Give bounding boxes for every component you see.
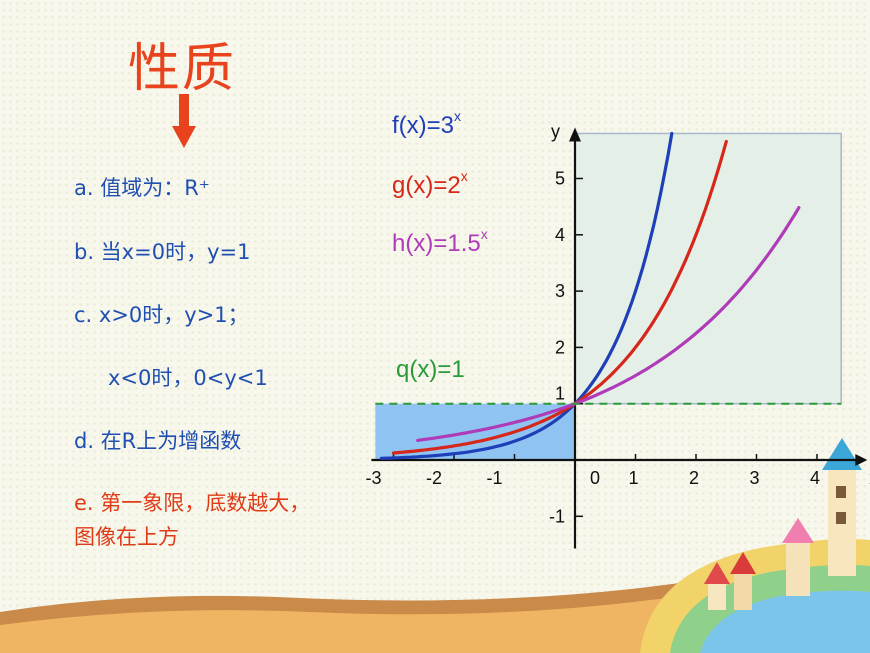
house-mid <box>730 552 756 610</box>
y-axis-label: y <box>551 121 560 141</box>
series-line-2 <box>416 206 801 442</box>
series-line-1 <box>391 139 728 455</box>
property-b: b. 当x=0时，y=1 <box>74 240 251 264</box>
x-tick-label-2: 2 <box>689 468 699 488</box>
x-tick-label-0: 0 <box>590 468 600 488</box>
y-tick-label-2: 2 <box>555 337 565 357</box>
property-c2: x<0时，0<y<1 <box>108 366 268 390</box>
property-d: d. 在R上为增函数 <box>74 429 242 453</box>
house-tall <box>782 518 814 596</box>
house-right <box>822 438 862 576</box>
house-left <box>704 562 730 610</box>
series-line-0 <box>379 131 674 460</box>
rainbow-band-blue <box>700 590 870 653</box>
property-e2: 图像在上方 <box>74 525 179 549</box>
x-tick-label-1: 1 <box>628 468 638 488</box>
x-axis-arrow <box>855 454 868 466</box>
y-tick-label--1: -1 <box>549 506 565 526</box>
y-tick-label-5: 5 <box>555 169 565 189</box>
property-e: e. 第一象限，底数越大， <box>74 491 311 515</box>
shaded-region-1 <box>574 132 842 405</box>
x-tick-label-3: 3 <box>749 468 759 488</box>
label-q: q(x)=1 <box>396 356 465 383</box>
y-tick-label-3: 3 <box>555 281 565 301</box>
label-g: g(x)=2x <box>392 168 468 199</box>
y-tick-label-4: 4 <box>555 225 565 245</box>
property-c: c. x>0时，y>1； <box>74 303 249 327</box>
x-tick-label--1: -1 <box>486 468 502 488</box>
y-tick-label-1: 1 <box>555 384 565 404</box>
y-axis-arrow <box>569 127 581 142</box>
x-tick-label--3: -3 <box>365 468 381 488</box>
label-f: f(x)=3x <box>392 108 462 139</box>
label-h: h(x)=1.5x <box>392 226 488 257</box>
x-tick-label--2: -2 <box>426 468 442 488</box>
slide-title: 性质 <box>128 39 237 99</box>
down-arrow-icon <box>172 94 196 148</box>
property-a: a. 值域为：R⁺ <box>74 176 210 200</box>
x-tick-label-4: 4 <box>810 468 820 488</box>
